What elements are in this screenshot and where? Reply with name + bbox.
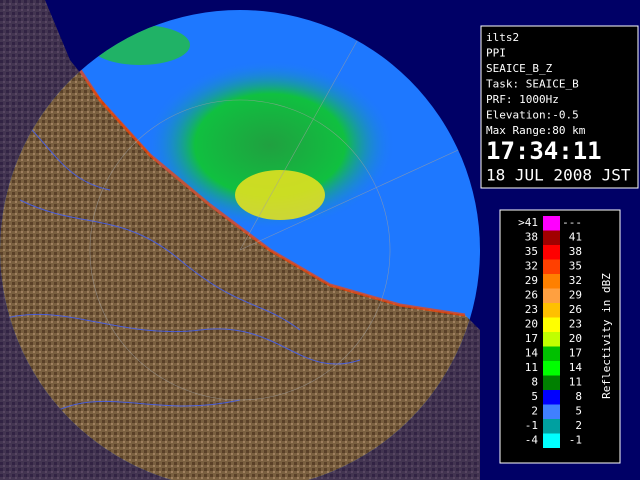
legend-low: 17 [525,332,538,345]
legend-swatch [543,230,560,245]
legend-low: -4 [525,434,539,447]
legend-low: >41 [518,216,538,229]
legend-low: 38 [525,231,538,244]
legend-swatch [543,303,560,318]
legend-swatch [543,245,560,260]
legend-high: 32 [569,274,582,287]
radar-coverage [0,10,480,480]
info-line: Max Range:80 km [486,124,586,137]
legend-high: 11 [569,376,582,389]
legend-swatch [543,216,560,231]
range-rings [89,10,480,401]
legend-high: 35 [569,260,582,273]
legend-high: 41 [569,231,582,244]
info-line: ilts2 [486,31,519,44]
legend-high: 14 [569,361,583,374]
legend-swatch [543,433,560,448]
legend-swatch [543,288,560,303]
legend-high: 38 [569,245,582,258]
legend-high: 20 [569,332,582,345]
legend-low: 29 [525,274,538,287]
legend-swatch [543,346,560,361]
legend-low: 2 [531,405,538,418]
legend-swatch [543,361,560,376]
legend-high: 2 [575,419,582,432]
legend-high: --- [562,216,582,229]
date: 18 JUL 2008 JST [486,166,631,185]
info-line: PRF: 1000Hz [486,93,559,106]
legend-low: 32 [525,260,538,273]
info-line: Task: SEAICE_B [486,78,579,91]
legend-swatch [543,375,560,390]
legend-swatch [543,419,560,434]
legend-high: 29 [569,289,582,302]
rivers [0,109,361,421]
legend-high: 26 [569,303,582,316]
info-text: 17:34:11 18 JUL 2008 JST ilts2 PPI SEAICE_… [486,31,631,185]
legend-swatch [543,274,560,289]
echo-core [235,170,325,220]
info-panel [480,25,639,189]
info-line: Elevation:-0.5 [486,109,579,122]
legend-title: Reflectivity in dBZ [600,273,613,399]
legend-low: 26 [525,289,538,302]
legend-high: 8 [575,390,582,403]
legend-low: 8 [531,376,538,389]
legend-swatch [543,259,560,274]
legend-swatch [543,390,560,405]
legend-swatch [543,332,560,347]
legend-low: 20 [525,318,538,331]
legend-low: 35 [525,245,538,258]
info-line: SEAICE_B_Z [486,62,553,75]
legend-high: 17 [569,347,582,360]
legend-low: 11 [525,361,538,374]
legend-low: 23 [525,303,538,316]
info-line: PPI [486,47,506,60]
legend-swatch [543,317,560,332]
legend-high: 5 [575,405,582,418]
echo-area [145,60,395,230]
legend-low: -1 [525,419,538,432]
coast-echo [58,39,466,317]
legend-high: 23 [569,318,582,331]
legend-high: -1 [569,434,582,447]
legend-low: 14 [525,347,539,360]
time: 17:34:11 [486,137,602,165]
legend-low: 5 [531,390,538,403]
legend-swatch [543,404,560,419]
